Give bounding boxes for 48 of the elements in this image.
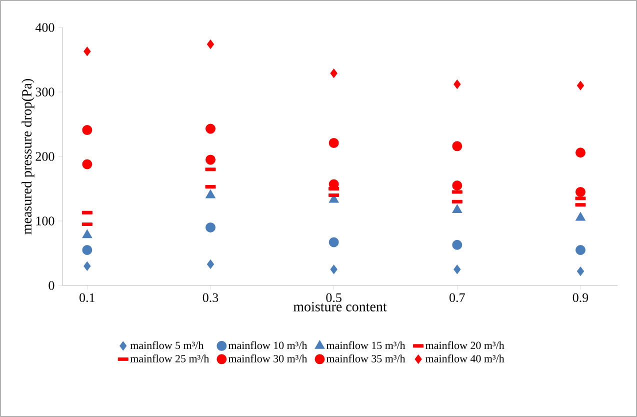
y-tick-label: 200 xyxy=(36,152,54,161)
legend-label: mainflow 25 m³/h xyxy=(130,354,210,362)
point xyxy=(575,186,586,197)
point xyxy=(82,125,92,136)
point xyxy=(207,260,214,269)
point xyxy=(207,40,214,49)
legend-label: mainflow 35 m³/h xyxy=(326,354,406,362)
x-tick-label: 0.3 xyxy=(202,293,218,302)
point xyxy=(576,212,586,221)
point xyxy=(452,180,462,191)
point xyxy=(576,81,584,90)
y-tick-label: 0 xyxy=(48,281,54,290)
point xyxy=(575,245,586,256)
point xyxy=(575,148,586,158)
legend-label: mainflow 40 m³/h xyxy=(426,354,504,362)
point xyxy=(82,159,92,170)
x-tick-label: 0.1 xyxy=(80,293,95,302)
point xyxy=(452,204,462,214)
point xyxy=(576,266,584,276)
x-axis-title: moisture content xyxy=(293,302,387,312)
point xyxy=(206,124,216,134)
point xyxy=(452,240,462,250)
legend-label: mainflow 30 m³/h xyxy=(228,354,308,362)
point xyxy=(206,222,216,232)
point xyxy=(84,46,91,56)
y-axis-title: measured pressure drop(Pa) xyxy=(22,78,34,234)
point xyxy=(452,141,462,152)
point xyxy=(82,245,92,256)
legend-label: mainflow 15 m³/h xyxy=(326,341,406,350)
point xyxy=(330,264,338,274)
point xyxy=(454,80,461,89)
point xyxy=(328,138,339,148)
point xyxy=(330,68,338,78)
point xyxy=(206,154,216,165)
y-tick-label: 100 xyxy=(36,216,54,226)
point xyxy=(328,237,339,248)
legend-label: mainflow 5 m³/h xyxy=(130,341,204,350)
y-tick-label: 300 xyxy=(36,88,54,96)
point xyxy=(206,190,216,198)
x-tick-label: 0.5 xyxy=(326,293,342,302)
x-tick-label: 0.7 xyxy=(450,293,465,302)
point xyxy=(454,264,461,274)
x-tick-label: 0.9 xyxy=(572,293,588,302)
point xyxy=(82,230,92,238)
point xyxy=(84,262,91,271)
y-tick-label: 400 xyxy=(35,23,54,32)
legend-label: mainflow 20 m³/h xyxy=(426,341,504,350)
legend-label: mainflow 10 m³/h xyxy=(228,341,308,350)
